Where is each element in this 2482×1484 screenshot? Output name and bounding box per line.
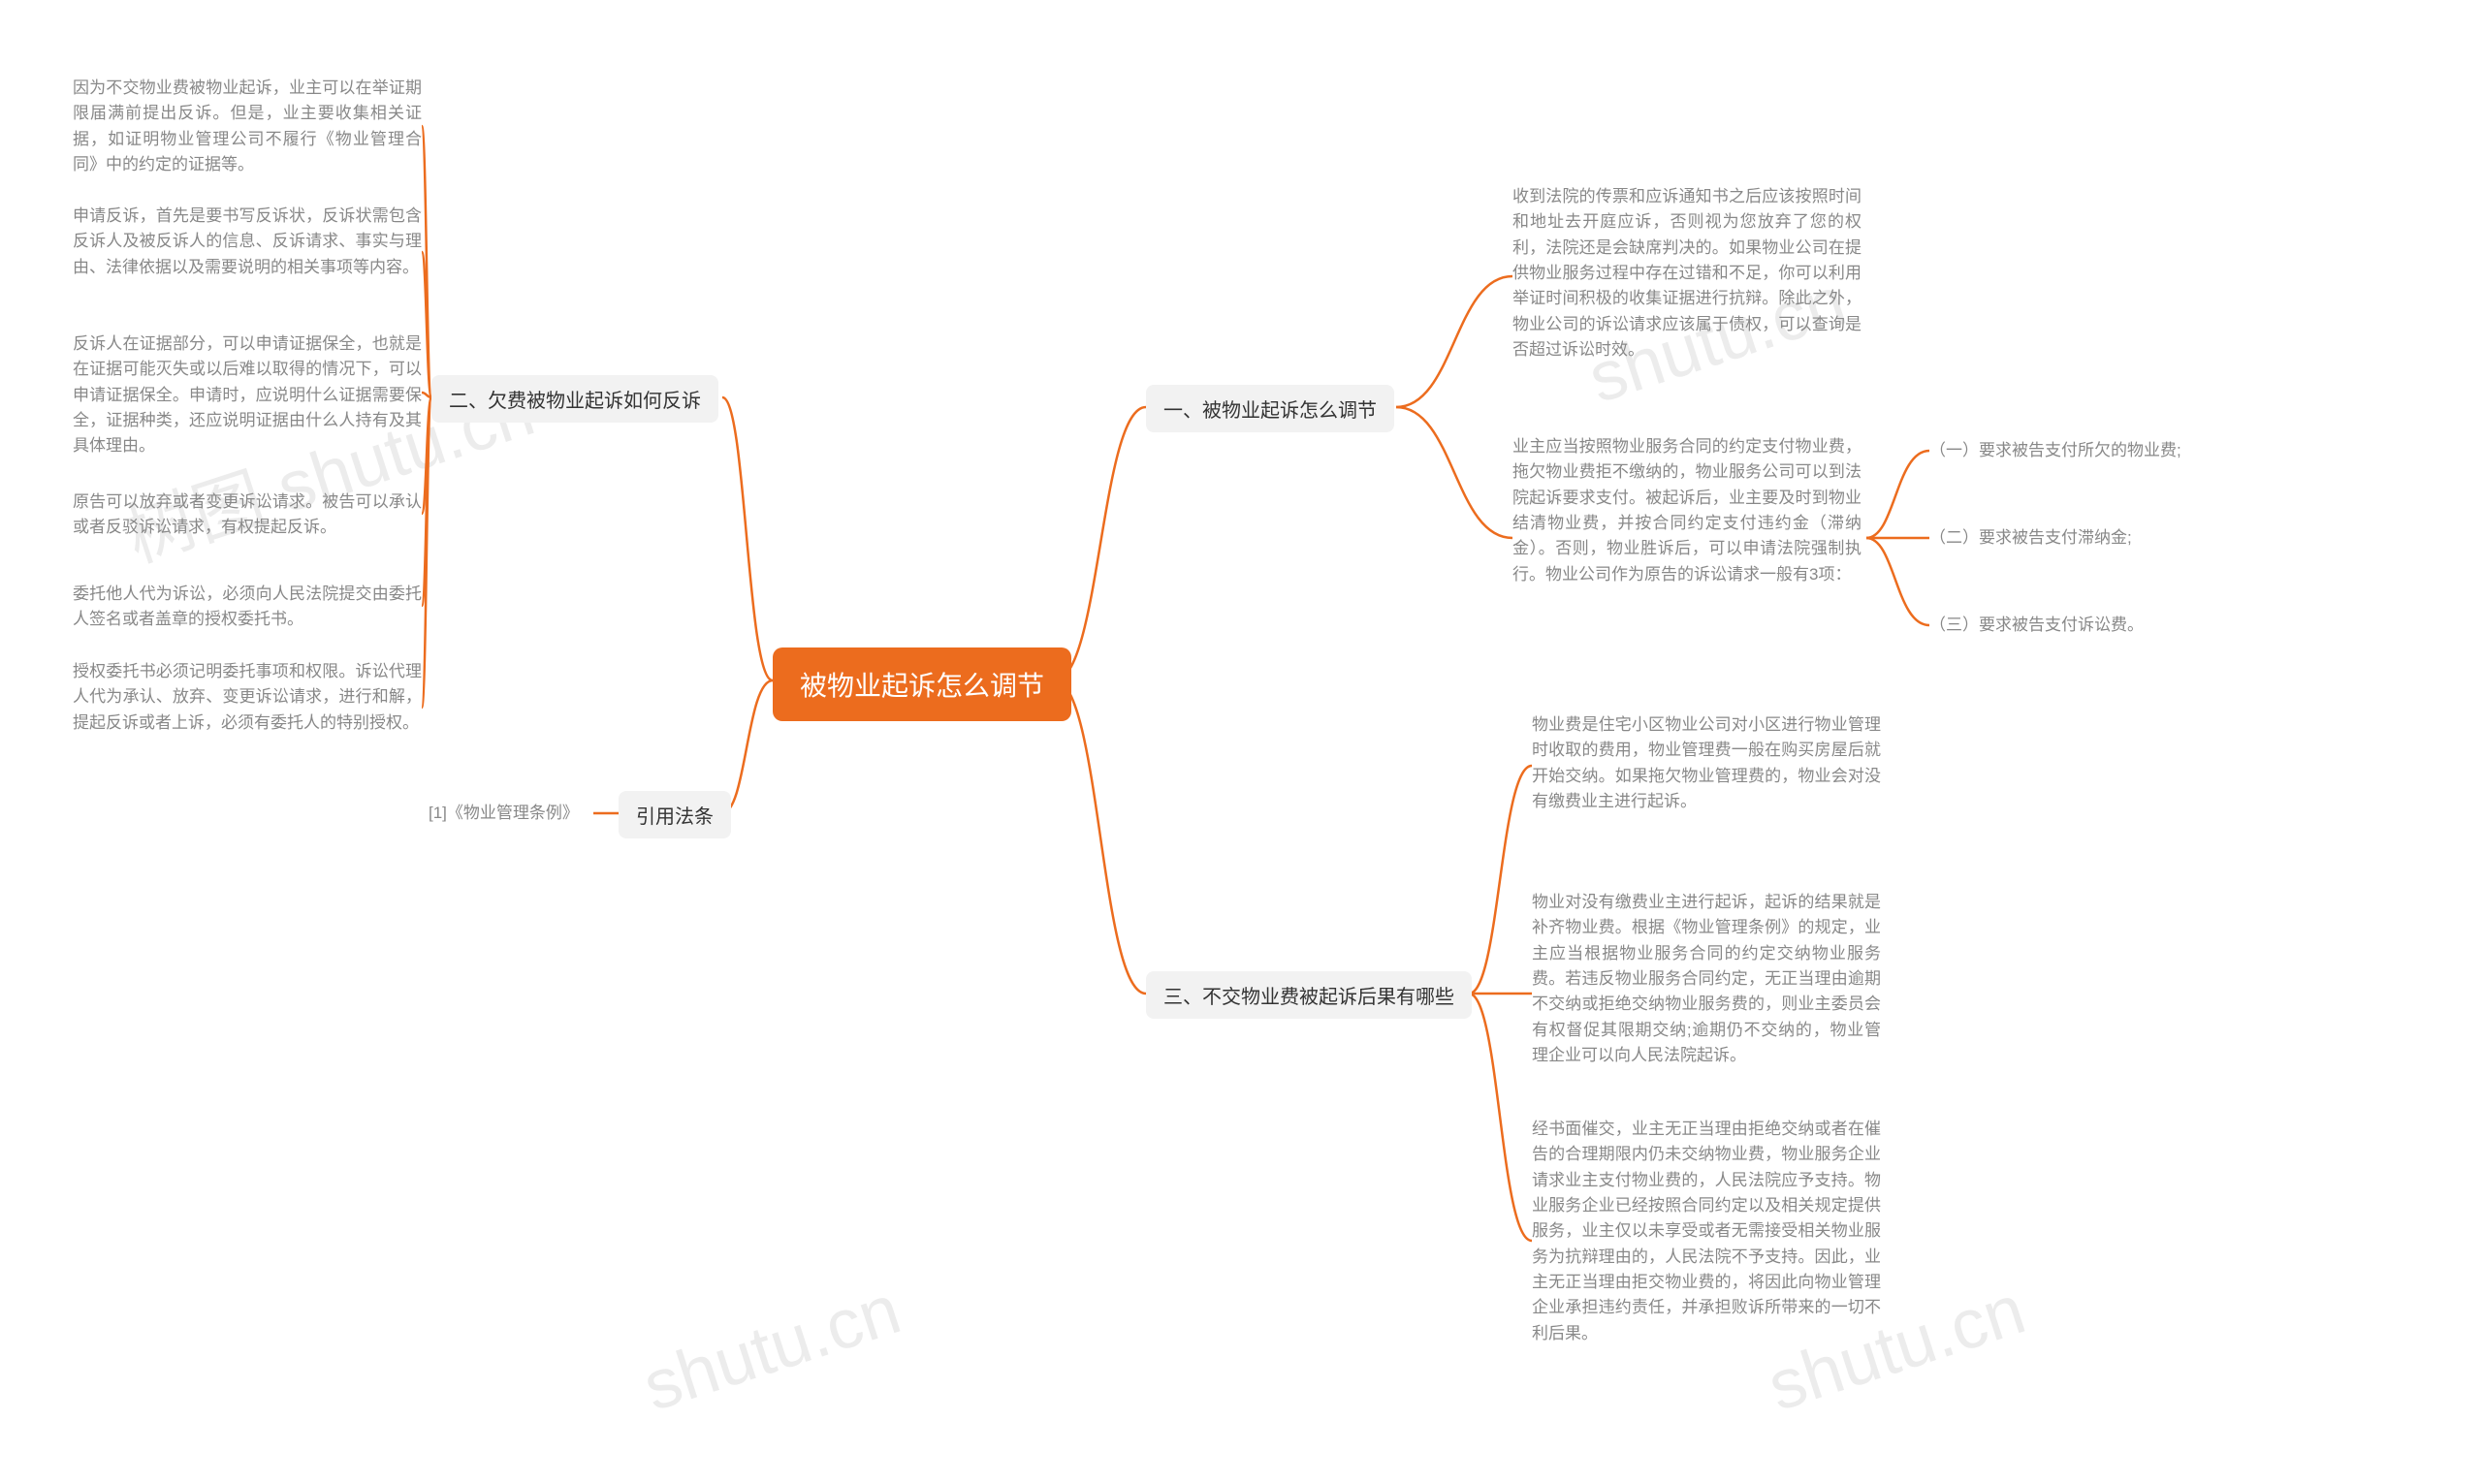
leaf-right-2-3: 经书面催交，业主无正当理由拒绝交纳或者在催告的合理期限内仍未交纳物业费，物业服务… <box>1532 1117 1881 1346</box>
branch-left-1: 二、欠费被物业起诉如何反诉 <box>431 375 718 423</box>
leaf-right-1-2: 业主应当按照物业服务合同的约定支付物业费，拖欠物业费拒不缴纳的，物业服务公司可以… <box>1512 434 1862 587</box>
branch-right-1: 一、被物业起诉怎么调节 <box>1146 385 1394 432</box>
leaf-right-2-1: 物业费是住宅小区物业公司对小区进行物业管理时收取的费用，物业管理费一般在购买房屋… <box>1532 712 1881 814</box>
root-node: 被物业起诉怎么调节 <box>773 647 1071 721</box>
leaf-left-1-3: 反诉人在证据部分，可以申请证据保全，也就是在证据可能灭失或以后难以取得的情况下，… <box>73 332 422 459</box>
leaf-right-1-2-sub3: （三）要求被告支付诉讼费。 <box>1929 613 2144 638</box>
leaf-right-1-2-sub2: （二）要求被告支付滞纳金; <box>1929 525 2132 551</box>
leaf-left-1-5: 委托他人代为诉讼，必须向人民法院提交由委托人签名或者盖章的授权委托书。 <box>73 582 422 633</box>
leaf-right-1-2-sub1: （一）要求被告支付所欠的物业费; <box>1929 438 2181 463</box>
leaf-left-1-4: 原告可以放弃或者变更诉讼请求。被告可以承认或者反驳诉讼请求，有权提起反诉。 <box>73 489 422 541</box>
leaf-left-1-6: 授权委托书必须记明委托事项和权限。诉讼代理人代为承认、放弃、变更诉讼请求，进行和… <box>73 659 422 736</box>
leaf-right-1-1: 收到法院的传票和应诉通知书之后应该按照时间和地址去开庭应诉，否则视为您放弃了您的… <box>1512 184 1862 363</box>
leaf-left-1-1: 因为不交物业费被物业起诉，业主可以在举证期限届满前提出反诉。但是，业主要收集相关… <box>73 76 422 177</box>
leaf-right-2-2: 物业对没有缴费业主进行起诉，起诉的结果就是补齐物业费。根据《物业管理条例》的规定… <box>1532 890 1881 1068</box>
branch-left-2: 引用法条 <box>619 791 731 838</box>
branch-right-2: 三、不交物业费被起诉后果有哪些 <box>1146 971 1472 1019</box>
watermark: shutu.cn <box>634 1270 909 1427</box>
leaf-left-2-1: [1]《物业管理条例》 <box>429 801 579 826</box>
leaf-left-1-2: 申请反诉，首先是要书写反诉状，反诉状需包含反诉人及被反诉人的信息、反诉请求、事实… <box>73 204 422 280</box>
